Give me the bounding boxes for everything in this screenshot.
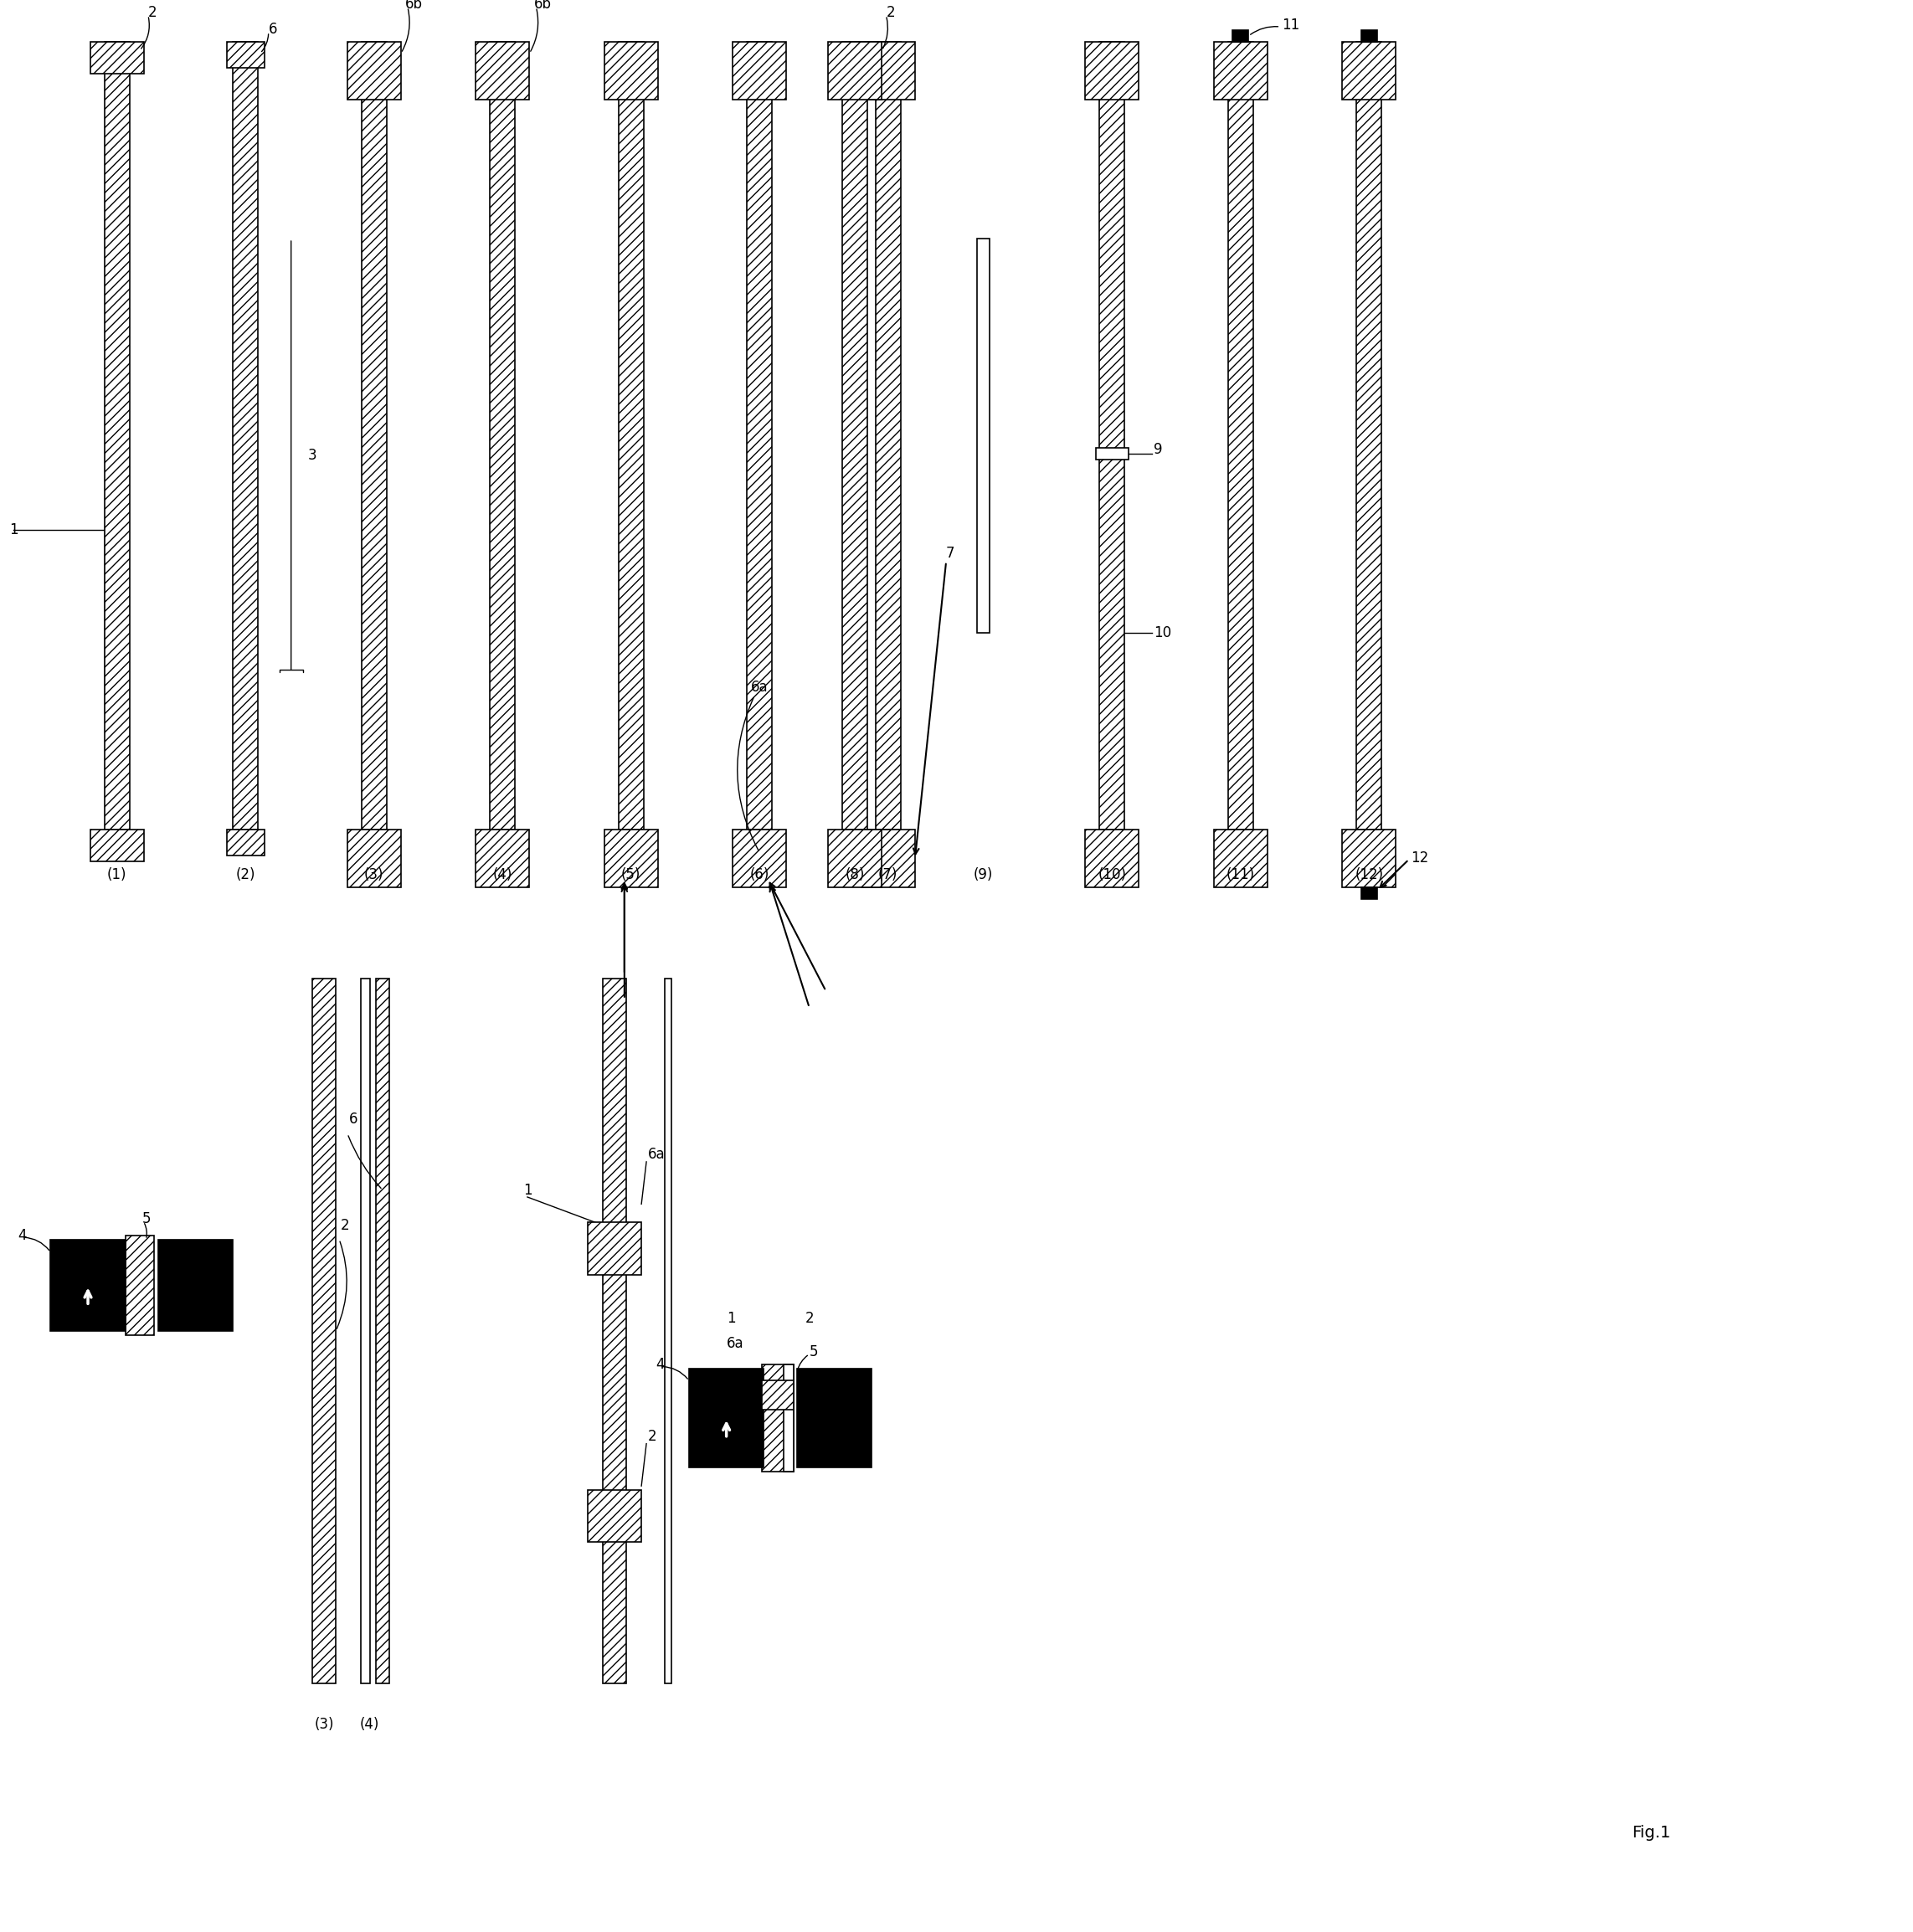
Bar bbox=[476, 829, 530, 887]
Bar bbox=[1100, 43, 1125, 829]
Text: 2: 2 bbox=[805, 1312, 815, 1325]
Bar bbox=[105, 43, 130, 829]
Text: 1: 1 bbox=[727, 1312, 735, 1325]
Bar bbox=[861, 829, 914, 887]
Text: (4): (4) bbox=[360, 1718, 379, 1733]
Text: 2: 2 bbox=[147, 6, 157, 19]
Bar bbox=[50, 1240, 124, 1331]
Bar bbox=[1360, 31, 1377, 43]
Bar bbox=[1356, 43, 1381, 829]
Text: (9): (9) bbox=[974, 867, 993, 883]
Bar bbox=[618, 43, 643, 829]
Text: 4: 4 bbox=[656, 1356, 664, 1372]
Bar bbox=[1085, 829, 1138, 887]
Text: (2): (2) bbox=[235, 867, 254, 883]
Bar bbox=[1096, 448, 1129, 460]
Text: (7): (7) bbox=[878, 867, 897, 883]
Text: 10: 10 bbox=[1154, 624, 1171, 639]
Bar bbox=[90, 829, 143, 862]
Bar bbox=[876, 43, 901, 829]
Text: (11): (11) bbox=[1226, 867, 1255, 883]
Text: 7: 7 bbox=[947, 547, 955, 560]
Text: 6a: 6a bbox=[727, 1335, 744, 1350]
Text: 1: 1 bbox=[10, 522, 17, 537]
Bar bbox=[842, 43, 867, 829]
Bar bbox=[828, 829, 882, 887]
Bar bbox=[362, 43, 386, 829]
Text: (4): (4) bbox=[494, 867, 513, 883]
Text: 5: 5 bbox=[809, 1345, 819, 1360]
Text: 11: 11 bbox=[1282, 17, 1299, 33]
Text: Fig.1: Fig.1 bbox=[1632, 1824, 1670, 1841]
Text: (3): (3) bbox=[314, 1718, 335, 1733]
Bar bbox=[666, 980, 671, 1683]
Bar bbox=[1213, 43, 1268, 100]
Bar bbox=[784, 1364, 794, 1472]
Bar bbox=[124, 1236, 155, 1335]
Bar bbox=[587, 1223, 641, 1275]
Bar bbox=[490, 43, 515, 829]
Text: 12: 12 bbox=[1410, 850, 1429, 866]
Text: 6a: 6a bbox=[649, 1148, 666, 1163]
Text: 2: 2 bbox=[886, 6, 895, 19]
Text: 5: 5 bbox=[142, 1211, 151, 1227]
Bar bbox=[761, 1364, 794, 1472]
Bar bbox=[226, 43, 264, 68]
Bar bbox=[1343, 43, 1396, 100]
Bar bbox=[233, 43, 258, 829]
Text: (6): (6) bbox=[750, 867, 769, 883]
Text: 6: 6 bbox=[268, 21, 277, 37]
Bar bbox=[587, 1490, 641, 1542]
Bar bbox=[733, 43, 786, 100]
Bar bbox=[90, 43, 143, 73]
Bar bbox=[861, 43, 914, 100]
Bar bbox=[605, 829, 658, 887]
Bar bbox=[798, 1368, 872, 1468]
Bar bbox=[375, 980, 390, 1683]
Text: 6b: 6b bbox=[534, 0, 551, 12]
Bar bbox=[346, 829, 402, 887]
Bar bbox=[828, 43, 882, 100]
Bar bbox=[978, 240, 989, 632]
Bar bbox=[1085, 43, 1138, 100]
Text: (12): (12) bbox=[1354, 867, 1383, 883]
Bar bbox=[1360, 887, 1377, 898]
Text: (1): (1) bbox=[107, 867, 126, 883]
Bar bbox=[689, 1368, 763, 1468]
Text: (3): (3) bbox=[363, 867, 385, 883]
Text: 4: 4 bbox=[17, 1229, 27, 1242]
Text: 9: 9 bbox=[1154, 442, 1163, 456]
Bar bbox=[761, 1381, 794, 1410]
Text: 6b: 6b bbox=[406, 0, 423, 12]
Bar bbox=[748, 43, 773, 829]
Text: 6a: 6a bbox=[752, 680, 769, 696]
Text: 2: 2 bbox=[341, 1217, 350, 1233]
Bar bbox=[1232, 31, 1249, 43]
Bar bbox=[603, 980, 626, 1683]
Text: 6: 6 bbox=[348, 1113, 358, 1126]
Bar bbox=[346, 43, 402, 100]
Text: 3: 3 bbox=[308, 448, 316, 464]
Bar bbox=[1228, 43, 1253, 829]
Text: (10): (10) bbox=[1098, 867, 1127, 883]
Bar bbox=[226, 829, 264, 856]
Bar bbox=[605, 43, 658, 100]
Bar bbox=[476, 43, 530, 100]
Bar bbox=[1343, 829, 1396, 887]
Bar bbox=[1213, 829, 1268, 887]
Text: 1: 1 bbox=[524, 1182, 532, 1198]
Bar bbox=[312, 980, 337, 1683]
Text: 2: 2 bbox=[649, 1430, 656, 1443]
Text: (5): (5) bbox=[622, 867, 641, 883]
Bar bbox=[362, 980, 371, 1683]
Text: (8): (8) bbox=[846, 867, 865, 883]
Bar bbox=[159, 1240, 233, 1331]
Bar bbox=[733, 829, 786, 887]
